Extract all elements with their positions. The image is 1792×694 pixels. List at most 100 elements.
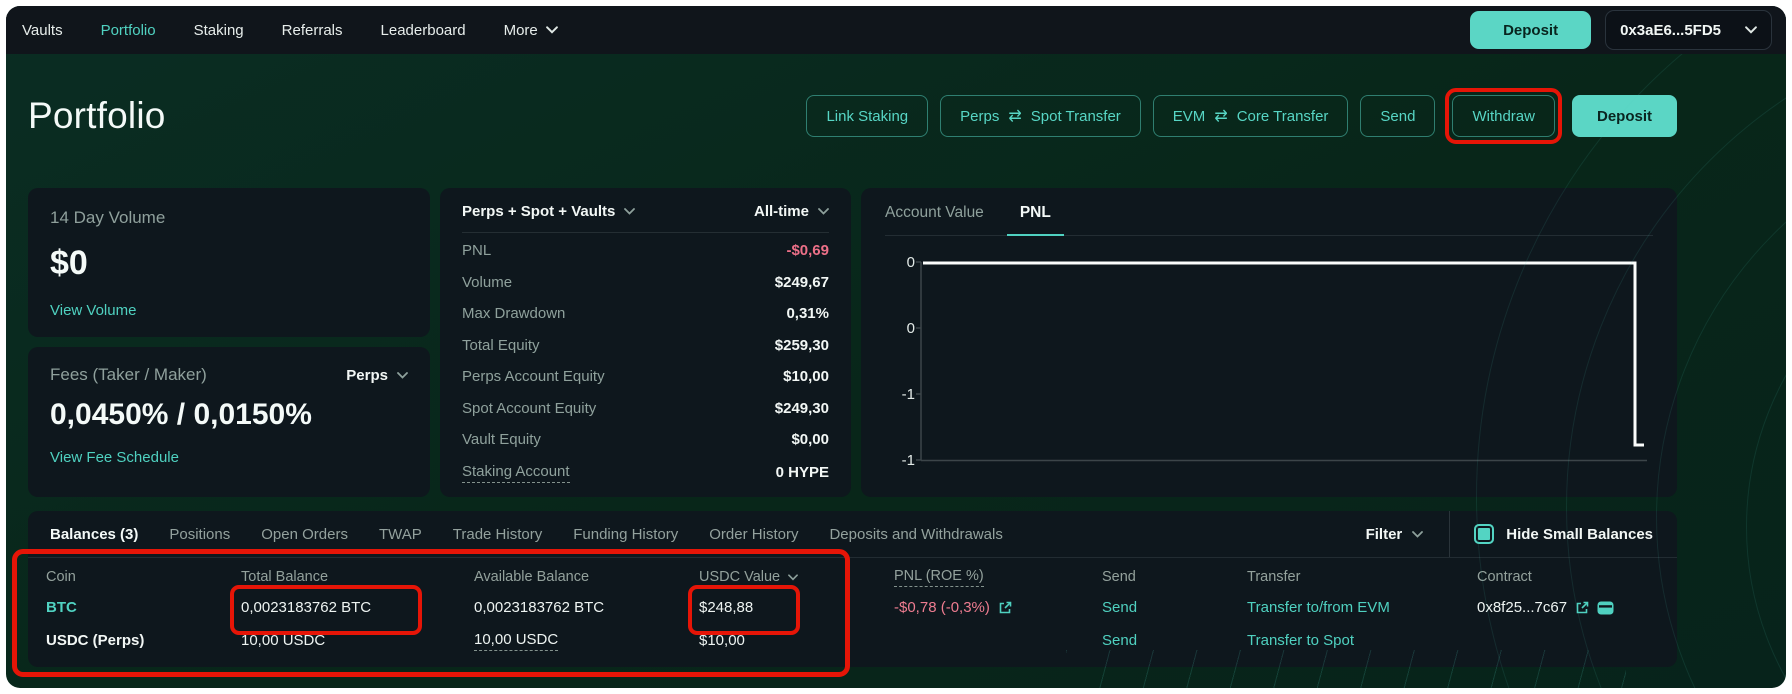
nav-item-staking[interactable]: Staking <box>193 21 244 39</box>
chevron-down-icon <box>397 371 408 379</box>
tab-trade-history[interactable]: Trade History <box>452 525 543 543</box>
total-balance-value: 0,0023183762 BTC <box>241 599 372 616</box>
col-pnl-roe: PNL (ROE %) <box>894 568 1102 587</box>
coin-name: USDC (Perps) <box>46 632 145 649</box>
stats-rows: PNL -$0,69 Volume $249,67 Max Drawdown 0,31… <box>462 242 829 485</box>
chevron-down-icon <box>788 573 799 581</box>
y-tick-label: -1 <box>902 452 915 469</box>
nav-item-leaderboard[interactable]: Leaderboard <box>380 21 466 39</box>
chevron-down-icon <box>624 208 636 215</box>
balances-tabs: Balances (3) Positions Open Orders TWAP … <box>28 511 1677 558</box>
transfer-link[interactable]: Transfer to/from EVM <box>1247 599 1390 616</box>
stat-row-volume: Volume $249,67 <box>462 273 829 291</box>
table-row-usdc-perps: USDC (Perps) 10,00 USDC 10,00 USDC $10,0… <box>46 624 1677 657</box>
tab-account-value[interactable]: Account Value <box>885 204 984 221</box>
transfer-arrows-icon: ⇄ <box>1214 108 1228 125</box>
usdc-value: $248,88 <box>699 599 754 616</box>
nav-item-portfolio[interactable]: Portfolio <box>100 21 156 39</box>
portfolio-actions: Link Staking Perps ⇄ Spot Transfer EVM ⇄… <box>806 88 1677 144</box>
chart-tabs: Account Value PNL <box>885 204 1653 236</box>
perps-spot-transfer-button[interactable]: Perps ⇄ Spot Transfer <box>940 95 1141 137</box>
app-window: Vaults Portfolio Staking Referrals Leade… <box>6 6 1786 688</box>
chevron-down-icon <box>1745 26 1757 34</box>
send-link[interactable]: Send <box>1102 599 1138 616</box>
pnl-chart-plot: 0 0 -1 -1 <box>885 250 1653 495</box>
tab-positions[interactable]: Positions <box>169 525 231 543</box>
available-balance-value: 0,0023183762 BTC <box>474 599 605 616</box>
y-tick-label: 0 <box>907 254 915 271</box>
content-row: 14 Day Volume $0 View Volume Fees (Taker… <box>28 188 1677 497</box>
volume-card-label: 14 Day Volume <box>50 208 166 227</box>
checkbox-checked-icon[interactable] <box>1474 524 1495 544</box>
stats-scope-selector[interactable]: Perps + Spot + Vaults <box>462 203 636 220</box>
stats-range-selector[interactable]: All-time <box>754 203 829 220</box>
nav-item-more[interactable]: More <box>504 22 558 39</box>
transfer-arrows-icon: ⇄ <box>1008 108 1022 125</box>
col-send: Send <box>1102 569 1136 585</box>
stat-row-spot-equity: Spot Account Equity $249,30 <box>462 399 829 417</box>
page-header: Portfolio Link Staking Perps ⇄ Spot Tran… <box>28 88 1677 144</box>
stat-row-pnl: PNL -$0,69 <box>462 242 829 259</box>
fees-card: Fees (Taker / Maker) Perps 0,0450% / 0,0… <box>28 347 430 497</box>
coin-name: BTC <box>46 599 77 616</box>
deposit-button[interactable]: Deposit <box>1571 95 1677 137</box>
background-arc-decoration <box>1746 216 1786 688</box>
tab-balances[interactable]: Balances (3) <box>50 525 139 543</box>
col-available-balance: Available Balance <box>474 569 590 585</box>
tab-twap[interactable]: TWAP <box>378 525 422 543</box>
stat-row-total-equity: Total Equity $259,30 <box>462 336 829 354</box>
wallet-icon[interactable] <box>1597 601 1614 615</box>
page-title: Portfolio <box>28 95 166 136</box>
y-tick-label: -1 <box>902 386 915 403</box>
wallet-address: 0x3aE6...5FD5 <box>1620 21 1721 39</box>
transfer-link[interactable]: Transfer to Spot <box>1247 632 1354 649</box>
top-navigation-bar: Vaults Portfolio Staking Referrals Leade… <box>6 6 1786 54</box>
fees-card-value: 0,0450% / 0,0150% <box>50 398 312 431</box>
external-link-icon[interactable] <box>998 601 1012 615</box>
stat-row-staking-account: Staking Account 0 HYPE <box>462 462 829 483</box>
pnl-series-line <box>923 261 1644 447</box>
col-total-balance: Total Balance <box>241 569 329 585</box>
fees-card-label: Fees (Taker / Maker) <box>50 365 207 384</box>
balances-toolbar: Filter Hide Small Balances <box>1366 511 1677 557</box>
nav-item-referrals[interactable]: Referrals <box>281 21 343 39</box>
view-volume-link[interactable]: View Volume <box>50 302 137 319</box>
evm-core-transfer-button[interactable]: EVM ⇄ Core Transfer <box>1152 95 1349 137</box>
chevron-down-icon <box>818 208 829 215</box>
left-cards-column: 14 Day Volume $0 View Volume Fees (Taker… <box>28 188 430 497</box>
topbar-right: Deposit 0x3aE6...5FD5 <box>1470 10 1772 50</box>
pnl-chart-panel: Account Value PNL 0 0 -1 -1 <box>861 188 1677 497</box>
staking-account-link[interactable]: Staking Account <box>462 463 570 483</box>
vertical-divider <box>1449 511 1451 557</box>
total-balance-value: 10,00 USDC <box>241 632 326 649</box>
withdraw-button[interactable]: Withdraw <box>1452 95 1555 137</box>
wallet-address-dropdown[interactable]: 0x3aE6...5FD5 <box>1605 10 1772 50</box>
fees-market-selector[interactable]: Perps <box>346 367 408 384</box>
account-stats-panel: Perps + Spot + Vaults All-time PNL -$0,69… <box>440 188 851 497</box>
link-staking-button[interactable]: Link Staking <box>806 95 929 137</box>
col-usdc-value-sort[interactable]: USDC Value <box>699 569 894 585</box>
external-link-icon[interactable] <box>1575 601 1589 615</box>
col-contract: Contract <box>1477 569 1532 585</box>
col-transfer: Transfer <box>1247 569 1301 585</box>
table-header-row: Coin Total Balance Available Balance USD… <box>46 563 1677 591</box>
main-nav: Vaults Portfolio Staking Referrals Leade… <box>22 22 558 39</box>
balances-table: Coin Total Balance Available Balance USD… <box>28 558 1677 667</box>
filter-dropdown[interactable]: Filter <box>1366 526 1450 543</box>
tab-open-orders[interactable]: Open Orders <box>261 525 348 543</box>
col-coin: Coin <box>46 569 76 585</box>
nav-item-vaults[interactable]: Vaults <box>22 21 63 39</box>
tab-pnl[interactable]: PNL <box>1006 204 1064 236</box>
pnl-roe-cell: -$0,78 (-0,3%) <box>894 599 1102 616</box>
chevron-down-icon <box>1412 530 1424 538</box>
tab-funding-history[interactable]: Funding History <box>573 525 679 543</box>
send-button[interactable]: Send <box>1360 95 1436 137</box>
view-fee-schedule-link[interactable]: View Fee Schedule <box>50 449 179 466</box>
hide-small-balances-toggle[interactable]: Hide Small Balances <box>1450 524 1677 544</box>
send-link[interactable]: Send <box>1102 632 1138 649</box>
topbar-deposit-button[interactable]: Deposit <box>1470 11 1592 49</box>
tab-order-history[interactable]: Order History <box>709 525 799 543</box>
table-row-btc: BTC 0,0023183762 BTC 0,0023183762 BTC $2… <box>46 591 1677 624</box>
stat-row-perps-equity: Perps Account Equity $10,00 <box>462 368 829 386</box>
tab-deposits-withdrawals[interactable]: Deposits and Withdrawals <box>829 525 1003 543</box>
